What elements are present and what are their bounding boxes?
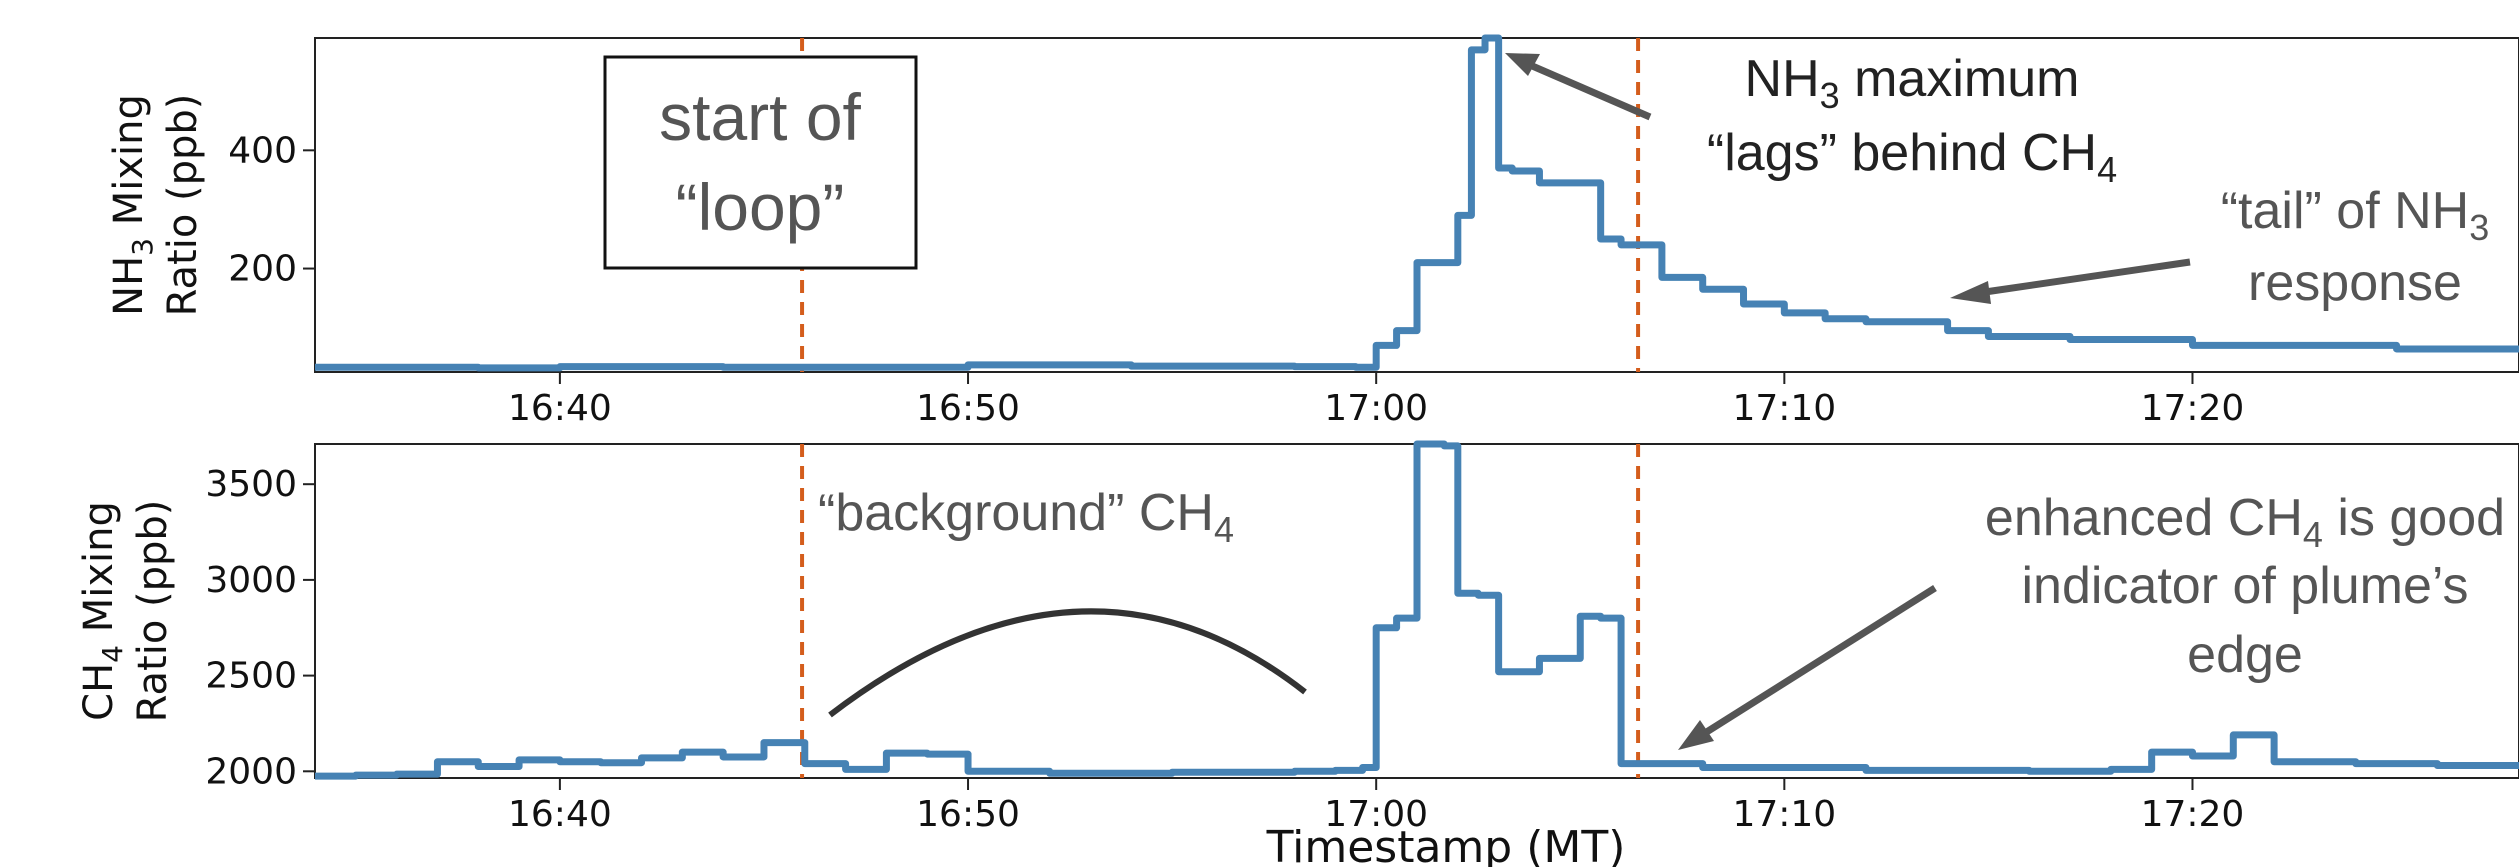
- ch4-y-tick-label: 2500: [205, 656, 297, 697]
- tail-annotation: “tail” of NH3 response: [1950, 182, 2489, 312]
- background-text: “background” CH4: [818, 484, 1234, 550]
- ch4-x-tick-label: 17:00: [1324, 794, 1428, 835]
- nh3-y-tick-label: 200: [228, 249, 297, 290]
- nh3-x-tick-label: 17:10: [1732, 388, 1836, 429]
- tail-arrow-head: [1950, 281, 1991, 304]
- nh3-lag-annotation: NH3 maximum “lags” behind CH4: [1505, 50, 2117, 190]
- nh3-y-label: NH3 Mixing: [106, 94, 159, 316]
- ch4-x-tick-label: 16:50: [916, 794, 1020, 835]
- edge-line2: indicator of plume’s: [2021, 557, 2468, 615]
- nh3-panel: 200 400 16:40 16:50 17:00 17:10 17:20 NH3 Mix…: [106, 34, 2519, 429]
- nh3-plot-frame: [314, 37, 2519, 373]
- ch4-y-tick-label: 3000: [205, 560, 297, 601]
- background-arc: [828, 608, 1307, 718]
- tail-line2: response: [2248, 254, 2462, 312]
- edge-annotation: enhanced CH4 is good indicator of plume’…: [1678, 489, 2505, 750]
- edge-line1: enhanced CH4 is good: [1985, 489, 2505, 555]
- edge-line3: edge: [2187, 626, 2303, 684]
- nh3-x-tick-label: 17:00: [1324, 388, 1428, 429]
- nh3-lag-line1: NH3 maximum: [1745, 50, 2080, 116]
- ch4-y-tick-label: 2000: [205, 751, 297, 792]
- nh3-x-tick-label: 16:50: [916, 388, 1020, 429]
- ch4-series-line: [315, 440, 2519, 780]
- ch4-x-tick-label: 16:40: [508, 794, 612, 835]
- nh3-x-tick-label: 16:40: [508, 388, 612, 429]
- start-of-loop-line1: start of: [659, 80, 861, 154]
- edge-arrow-shaft: [1703, 585, 1937, 736]
- ch4-y-label-line2: Ratio (ppb): [130, 500, 176, 723]
- start-of-loop-frame: [603, 55, 918, 270]
- nh3-lag-arrow-head: [1505, 53, 1540, 76]
- background-annotation: “background” CH4: [818, 484, 1307, 718]
- nh3-y-ticks: 200 400: [228, 130, 315, 290]
- start-of-loop-line2: “loop”: [676, 170, 845, 244]
- start-of-loop-box: start of “loop”: [603, 55, 918, 270]
- ch4-x-tick-label: 17:20: [2141, 794, 2245, 835]
- x-axis-label: Timestamp (MT): [1266, 822, 1626, 867]
- edge-arrow-head: [1678, 720, 1714, 750]
- nh3-lag-line2: “lags” behind CH4: [1707, 124, 2117, 190]
- nh3-y-tick-label: 400: [228, 130, 297, 171]
- ch4-y-ticks: 2000 2500 3000 3500: [205, 464, 315, 792]
- nh3-x-tick-label: 17:20: [2141, 388, 2245, 429]
- ch4-y-label: CH4 Mixing: [76, 501, 129, 721]
- tail-line1: “tail” of NH3: [2221, 182, 2490, 248]
- nh3-series-line: [315, 34, 2519, 372]
- tail-arrow-shaft: [1984, 258, 2191, 296]
- ch4-y-tick-label: 3500: [205, 464, 297, 505]
- ch4-x-ticks: 16:40 16:50 17:00 17:10 17:20: [508, 778, 2244, 835]
- ch4-x-tick-label: 17:10: [1732, 794, 1836, 835]
- nh3-lag-arrow-shaft: [1528, 61, 1652, 121]
- nh3-y-label-line2: Ratio (ppb): [160, 94, 206, 317]
- ch4-panel: 2000 2500 3000 3500 16:40 16:50 17:00 17:10 17:…: [76, 440, 2519, 835]
- nh3-x-ticks: 16:40 16:50 17:00 17:10 17:20: [508, 372, 2244, 429]
